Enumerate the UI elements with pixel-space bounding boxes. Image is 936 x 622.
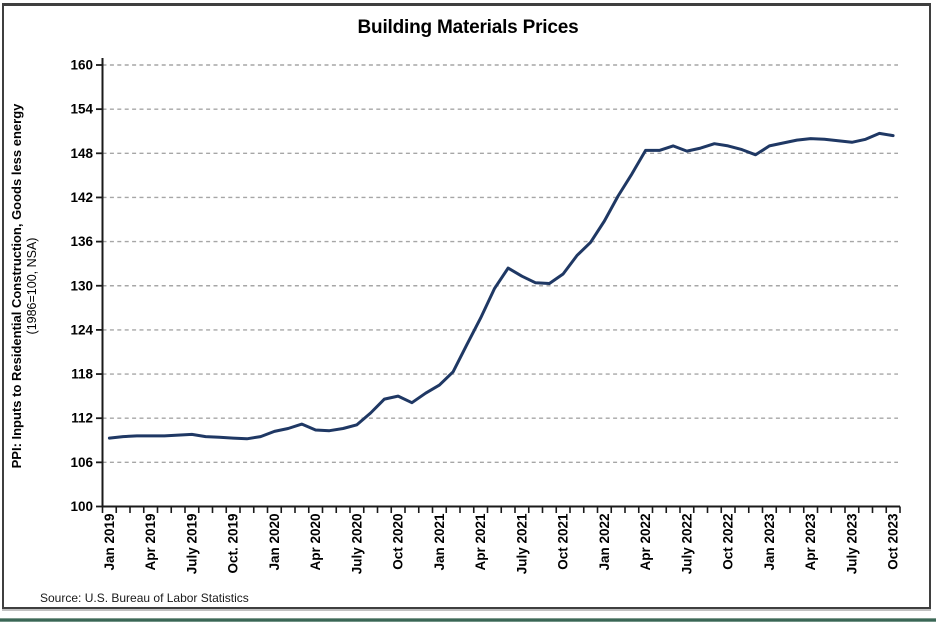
- x-tick-label-july-2021: July 2021: [514, 513, 529, 574]
- x-tick-label-oct-2021: Oct 2021: [556, 513, 571, 570]
- y-ticks: [96, 64, 103, 508]
- x-tick-label-july-2023: July 2023: [844, 513, 859, 574]
- ppi-series-line: [107, 131, 895, 441]
- x-ticks: [101, 506, 901, 513]
- y-tick-label-154: 154: [70, 102, 93, 117]
- y-tick-labels: 100 106 112 118 124 130 136 142 148 154 160: [70, 58, 93, 515]
- x-tick-label-apr-2021: Apr 2021: [473, 513, 488, 571]
- x-tick-label-jan-2019: Jan 2019: [102, 514, 117, 571]
- y-tick-label-160: 160: [70, 58, 93, 73]
- y-tick-label-136: 136: [70, 234, 93, 249]
- y-tick-label-100: 100: [70, 499, 93, 514]
- x-tick-label-jan-2020: Jan 2020: [267, 514, 282, 571]
- x-tick-label-oct-2023: Oct 2023: [886, 513, 901, 570]
- gridlines: [102, 64, 898, 464]
- x-tick-labels: Jan 2019 Apr 2019 July 2019 Oct. 2019 Jan 20…: [102, 513, 901, 574]
- axes: [101, 58, 900, 508]
- y-tick-label-130: 130: [70, 278, 93, 293]
- x-tick-label-oct-2022: Oct 2022: [721, 514, 736, 570]
- x-tick-label-oct-2020: Oct 2020: [391, 514, 406, 570]
- x-tick-label-oct--2019: Oct. 2019: [226, 514, 241, 574]
- x-tick-label-july-2020: July 2020: [349, 514, 364, 575]
- chart-title: Building Materials Prices: [357, 17, 579, 38]
- x-tick-label-july-2019: July 2019: [184, 514, 199, 575]
- x-tick-label-jan-2021: Jan 2021: [432, 513, 447, 571]
- y-tick-label-118: 118: [71, 367, 93, 382]
- x-tick-label-jan-2022: Jan 2022: [597, 514, 612, 571]
- y-tick-label-112: 112: [71, 411, 93, 426]
- y-tick-label-142: 142: [70, 190, 93, 205]
- source-note: Source: U.S. Bureau of Labor Statistics: [40, 591, 249, 605]
- x-tick-label-apr-2019: Apr 2019: [143, 514, 158, 571]
- x-tick-label-apr-2022: Apr 2022: [638, 514, 653, 571]
- x-tick-label-apr-2023: Apr 2023: [803, 513, 818, 571]
- y-tick-label-148: 148: [70, 146, 93, 161]
- x-tick-label-apr-2020: Apr 2020: [308, 514, 323, 571]
- x-tick-label-jan-2023: Jan 2023: [762, 513, 777, 571]
- bottom-accent-bar: [0, 617, 936, 622]
- y-tick-label-124: 124: [70, 322, 93, 337]
- x-tick-label-july-2022: July 2022: [679, 514, 694, 575]
- y-tick-label-106: 106: [70, 455, 93, 470]
